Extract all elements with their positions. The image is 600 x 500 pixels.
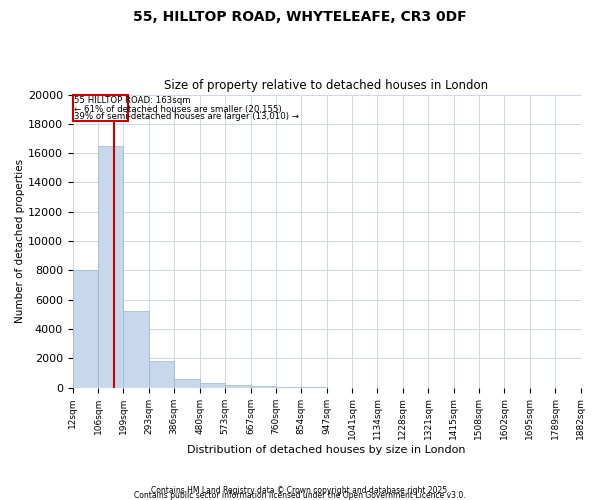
X-axis label: Distribution of detached houses by size in London: Distribution of detached houses by size … [187, 445, 466, 455]
Bar [251, 386, 276, 388]
Text: 55, HILLTOP ROAD, WHYTELEAFE, CR3 0DF: 55, HILLTOP ROAD, WHYTELEAFE, CR3 0DF [133, 10, 467, 24]
Bar [73, 94, 128, 121]
Bar [276, 387, 301, 388]
Bar [98, 146, 124, 388]
Text: 55 HILLTOP ROAD: 163sqm: 55 HILLTOP ROAD: 163sqm [74, 96, 191, 105]
Bar [174, 379, 200, 388]
Text: Contains public sector information licensed under the Open Government Licence v3: Contains public sector information licen… [134, 491, 466, 500]
Text: Contains HM Land Registry data © Crown copyright and database right 2025.: Contains HM Land Registry data © Crown c… [151, 486, 449, 495]
Title: Size of property relative to detached houses in London: Size of property relative to detached ho… [164, 79, 488, 92]
Bar [149, 361, 174, 388]
Bar [225, 385, 251, 388]
Y-axis label: Number of detached properties: Number of detached properties [15, 159, 25, 323]
Text: ← 61% of detached houses are smaller (20,155): ← 61% of detached houses are smaller (20… [74, 104, 282, 114]
Bar [124, 312, 149, 388]
Bar [73, 270, 98, 388]
Bar [200, 383, 225, 388]
Text: 39% of semi-detached houses are larger (13,010) →: 39% of semi-detached houses are larger (… [74, 112, 299, 121]
